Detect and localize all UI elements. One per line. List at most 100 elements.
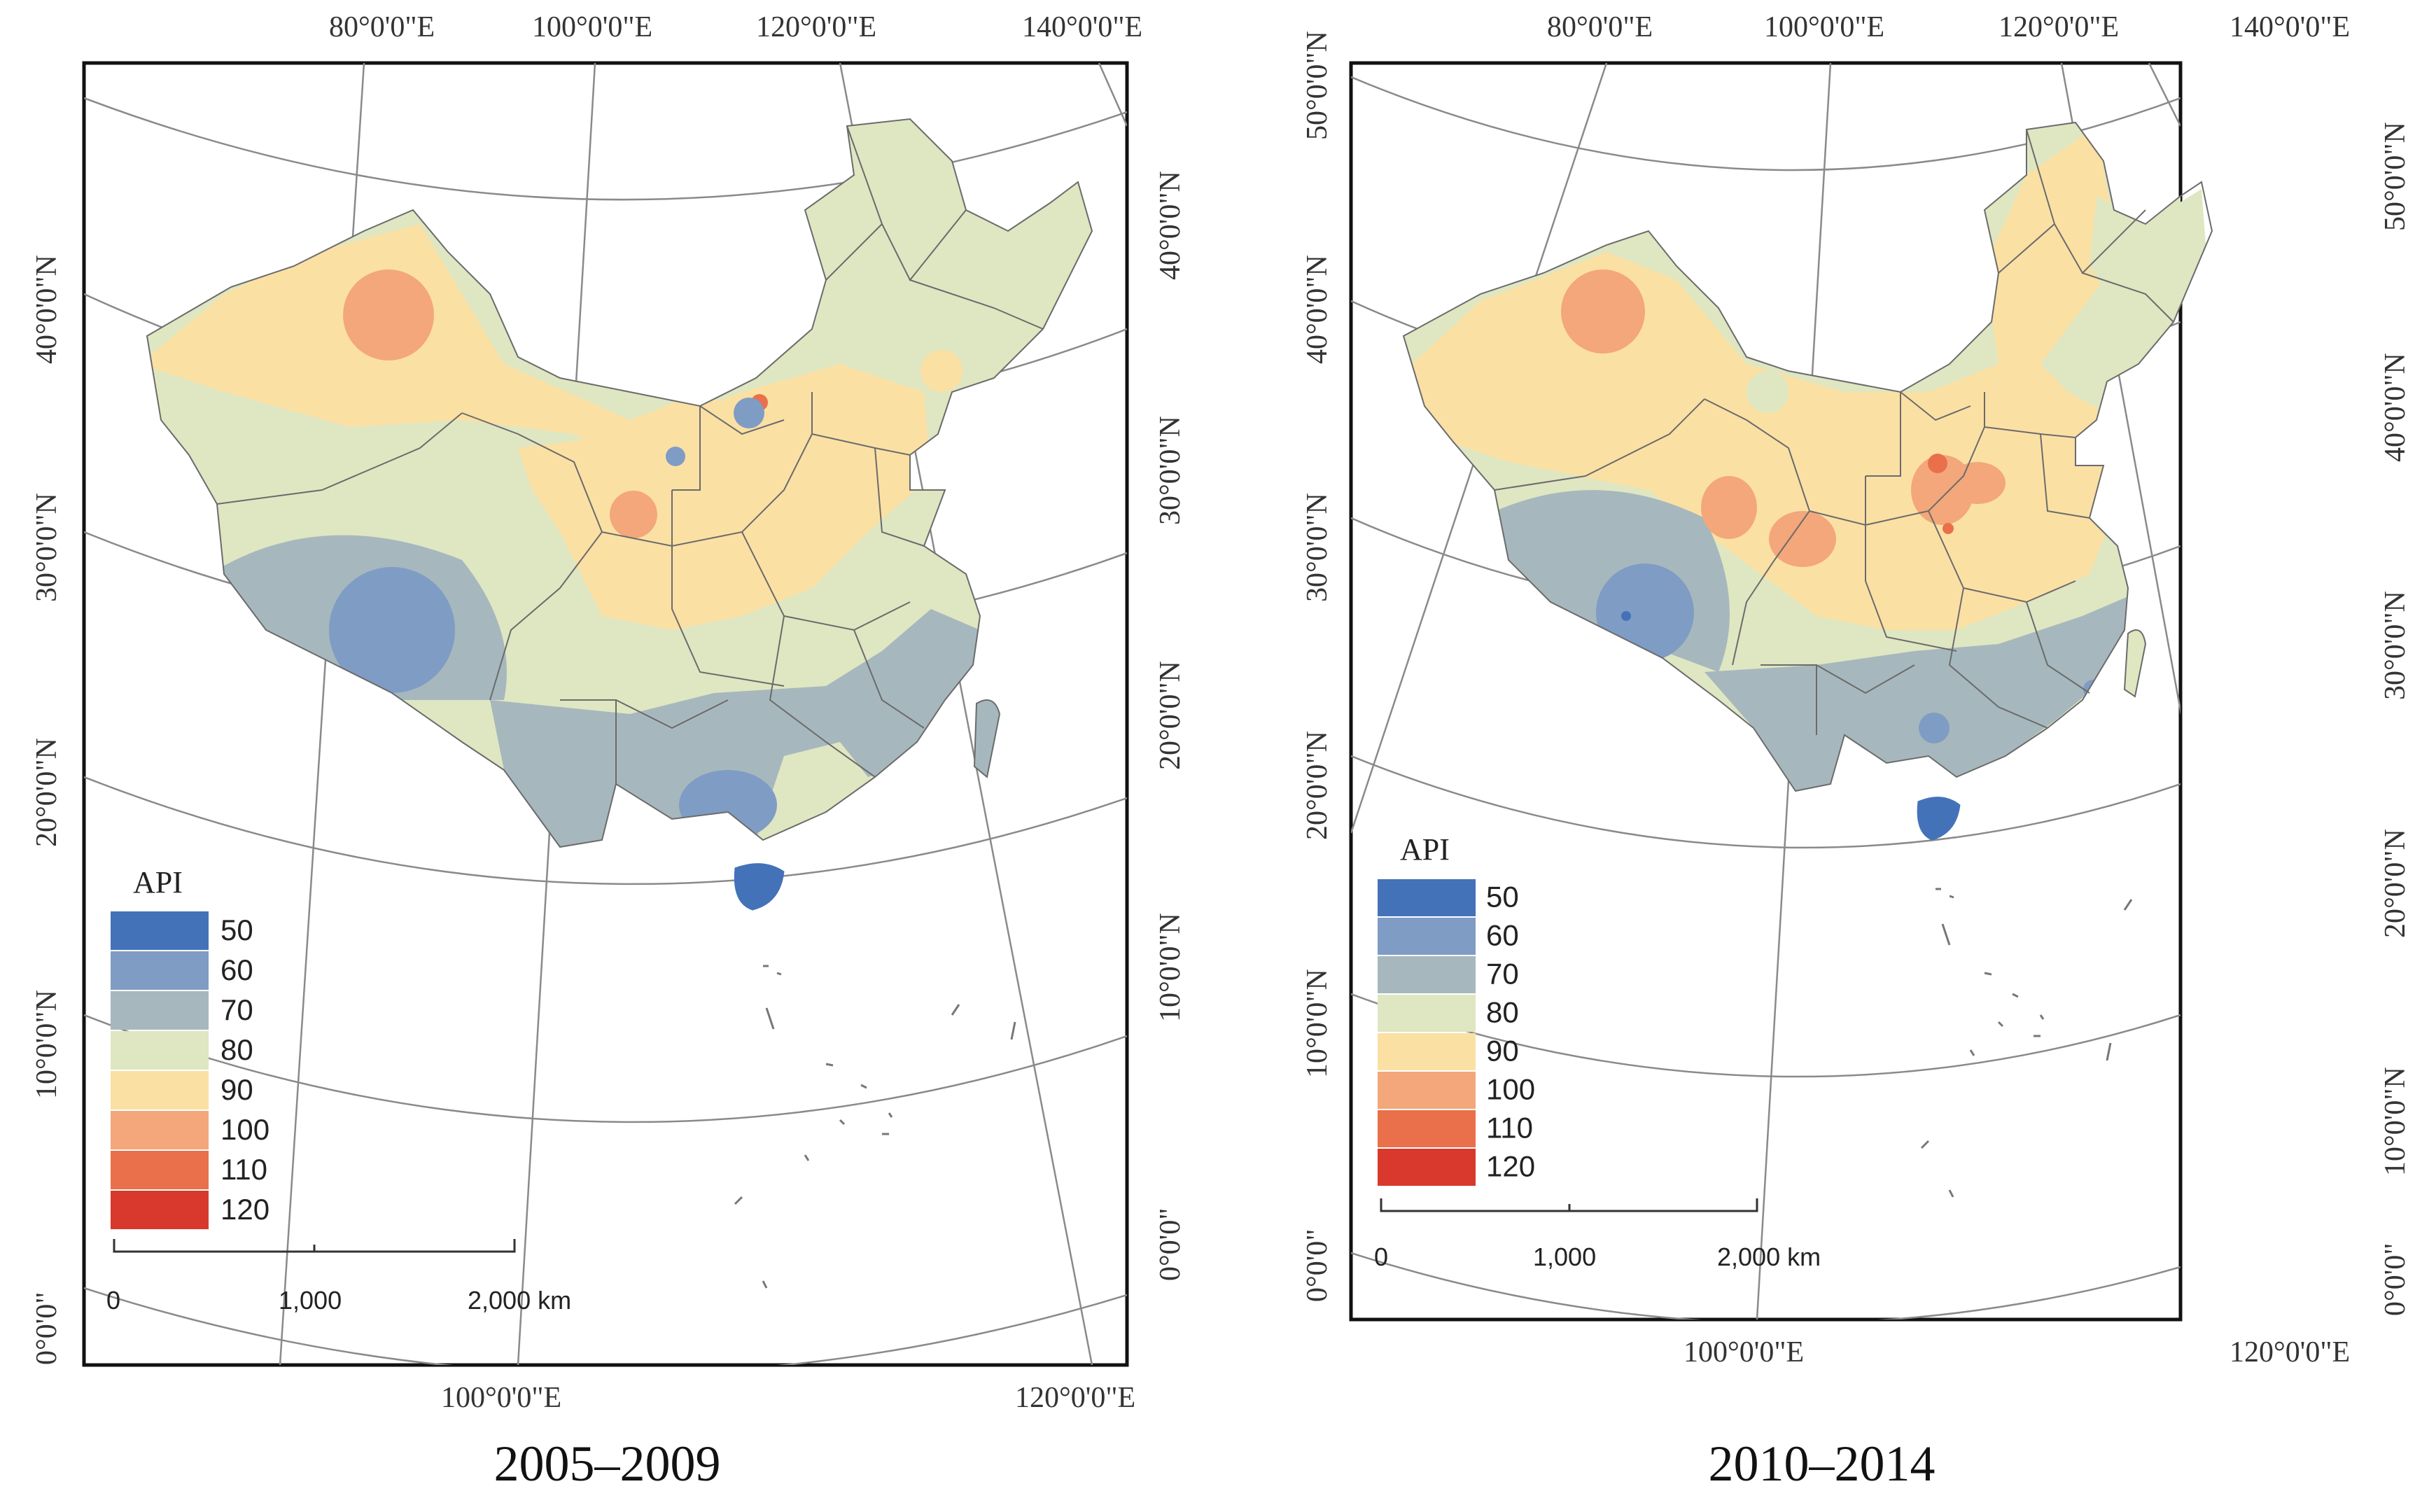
top-coordinate-labels: 80°0'0"E 100°0'0"E 120°0'0"E 140°0'0"E bbox=[329, 11, 1142, 43]
api-legend: API 50 60 70 80 90 100 110 120 bbox=[111, 865, 270, 1229]
top-label: 120°0'0"E bbox=[756, 11, 876, 43]
legend-swatch bbox=[111, 991, 209, 1030]
right-label: 50°0'0"N bbox=[2379, 122, 2412, 231]
legend-swatch bbox=[111, 1111, 209, 1149]
right-label: 20°0'0"N bbox=[1154, 661, 1186, 770]
bottom-label: 100°0'0"E bbox=[441, 1382, 561, 1414]
legend-swatch bbox=[111, 1151, 209, 1189]
left-label: 20°0'0"N bbox=[31, 738, 63, 847]
legend-label: 110 bbox=[1486, 1112, 1533, 1144]
scale-label: 0 bbox=[1374, 1242, 1388, 1271]
legend-swatch bbox=[1378, 1072, 1476, 1109]
left-label: 40°0'0"N bbox=[31, 255, 63, 364]
right-label: 10°0'0"N bbox=[2379, 1067, 2412, 1176]
map-panel-2010-2014: 80°0'0"E 100°0'0"E 120°0'0"E 140°0'0"E 1… bbox=[1214, 0, 2429, 1512]
taiwan-island bbox=[973, 699, 1001, 778]
top-label: 80°0'0"E bbox=[1547, 11, 1653, 43]
legend-title: API bbox=[1400, 832, 1450, 867]
legend-swatch bbox=[111, 951, 209, 990]
legend-label: 110 bbox=[220, 1153, 267, 1186]
left-label: 50°0'0"N bbox=[1301, 31, 1334, 140]
legend-label: 80 bbox=[220, 1033, 253, 1066]
legend-label: 70 bbox=[220, 993, 253, 1026]
right-label: 30°0'0"N bbox=[2379, 591, 2412, 700]
legend-label: 100 bbox=[220, 1113, 270, 1146]
legend-swatch bbox=[1378, 918, 1476, 955]
south-china-sea-islands bbox=[1920, 888, 2133, 1198]
legend-label: 60 bbox=[1486, 919, 1519, 952]
province-borders bbox=[146, 118, 1093, 848]
left-label: 20°0'0"N bbox=[1301, 731, 1334, 840]
bottom-label: 100°0'0"E bbox=[1684, 1336, 1804, 1368]
api-legend: API 50 60 70 80 90 100 110 120 bbox=[1378, 832, 1535, 1186]
right-label: 0°0'0" bbox=[1154, 1208, 1186, 1281]
scale-label: 0 bbox=[106, 1286, 120, 1315]
left-label: 0°0'0" bbox=[31, 1292, 63, 1365]
south-china-sea-islands bbox=[734, 965, 1016, 1289]
panel-caption: 2010–2014 bbox=[1708, 1436, 1935, 1492]
left-label: 10°0'0"N bbox=[31, 990, 63, 1099]
right-label: 40°0'0"N bbox=[1154, 171, 1186, 280]
legend-label: 70 bbox=[1486, 958, 1519, 990]
left-coordinate-labels: 50°0'0"N 40°0'0"N 30°0'0"N 20°0'0"N 10°0… bbox=[1301, 31, 1334, 1302]
map-canvas: 80°0'0"E 100°0'0"E 120°0'0"E 140°0'0"E 1… bbox=[0, 0, 1214, 1512]
top-label: 80°0'0"E bbox=[329, 11, 435, 43]
left-label: 30°0'0"N bbox=[1301, 493, 1334, 602]
map-canvas: 80°0'0"E 100°0'0"E 120°0'0"E 140°0'0"E 1… bbox=[1214, 0, 2429, 1512]
right-label: 30°0'0"N bbox=[1154, 416, 1186, 525]
legend-label: 50 bbox=[1486, 881, 1519, 913]
legend-label: 120 bbox=[220, 1193, 270, 1226]
legend-swatch bbox=[1378, 1149, 1476, 1186]
left-label: 40°0'0"N bbox=[1301, 255, 1334, 364]
scale-label: 2,000 km bbox=[1717, 1242, 1821, 1271]
legend-label: 90 bbox=[1486, 1035, 1519, 1068]
legend-label: 90 bbox=[220, 1073, 253, 1106]
bottom-coordinate-labels: 100°0'0"E 120°0'0"E bbox=[1684, 1336, 2350, 1368]
left-coordinate-labels: 40°0'0"N 30°0'0"N 20°0'0"N 10°0'0"N 0°0'… bbox=[31, 255, 63, 1365]
scale-bar: 0 1,000 2,000 km bbox=[106, 1239, 571, 1315]
legend-label: 50 bbox=[220, 913, 253, 946]
province-borders bbox=[1402, 121, 2213, 792]
scale-label: 1,000 bbox=[1533, 1242, 1596, 1271]
legend-label: 80 bbox=[1486, 996, 1519, 1029]
top-label: 100°0'0"E bbox=[1764, 11, 1884, 43]
right-label: 40°0'0"N bbox=[2379, 353, 2412, 462]
legend-swatch bbox=[111, 911, 209, 950]
legend-title: API bbox=[133, 865, 183, 899]
legend-swatch bbox=[111, 1071, 209, 1110]
panel-caption: 2005–2009 bbox=[493, 1436, 721, 1492]
legend-swatch bbox=[1378, 1110, 1476, 1147]
right-label: 0°0'0" bbox=[2379, 1242, 2412, 1316]
legend-swatch bbox=[1378, 879, 1476, 916]
left-label: 30°0'0"N bbox=[31, 493, 63, 602]
top-label: 140°0'0"E bbox=[2230, 11, 2350, 43]
top-label: 120°0'0"E bbox=[1998, 11, 2119, 43]
right-coordinate-labels: 40°0'0"N 30°0'0"N 20°0'0"N 10°0'0"N 0°0'… bbox=[1154, 171, 1186, 1281]
legend-label: 60 bbox=[220, 953, 253, 986]
hainan-island bbox=[734, 863, 785, 911]
right-label: 10°0'0"N bbox=[1154, 913, 1186, 1022]
bottom-label: 120°0'0"E bbox=[1015, 1382, 1135, 1414]
bottom-coordinate-labels: 100°0'0"E 120°0'0"E bbox=[441, 1382, 1135, 1414]
legend-swatch bbox=[111, 1191, 209, 1229]
legend-swatch bbox=[1378, 956, 1476, 993]
scale-label: 1,000 bbox=[279, 1286, 342, 1315]
right-label: 20°0'0"N bbox=[2379, 829, 2412, 938]
bottom-label: 120°0'0"E bbox=[2230, 1336, 2350, 1368]
left-label: 10°0'0"N bbox=[1301, 969, 1334, 1078]
map-panel-2005-2009: 80°0'0"E 100°0'0"E 120°0'0"E 140°0'0"E 1… bbox=[0, 0, 1214, 1512]
left-label: 0°0'0" bbox=[1301, 1228, 1334, 1302]
taiwan-island bbox=[2123, 629, 2147, 698]
legend-swatch bbox=[1378, 1033, 1476, 1070]
hainan-island bbox=[1917, 797, 1961, 841]
top-label: 100°0'0"E bbox=[532, 11, 652, 43]
right-coordinate-labels: 50°0'0"N 40°0'0"N 30°0'0"N 20°0'0"N 10°0… bbox=[2379, 122, 2412, 1316]
top-coordinate-labels: 80°0'0"E 100°0'0"E 120°0'0"E 140°0'0"E bbox=[1547, 11, 2350, 43]
legend-swatch bbox=[1378, 995, 1476, 1032]
legend-label: 100 bbox=[1486, 1073, 1535, 1106]
top-label: 140°0'0"E bbox=[1022, 11, 1142, 43]
legend-swatch bbox=[111, 1031, 209, 1070]
scale-label: 2,000 km bbox=[468, 1286, 571, 1315]
legend-label: 120 bbox=[1486, 1150, 1535, 1183]
scale-bar: 0 1,000 2,000 km bbox=[1374, 1198, 1821, 1271]
